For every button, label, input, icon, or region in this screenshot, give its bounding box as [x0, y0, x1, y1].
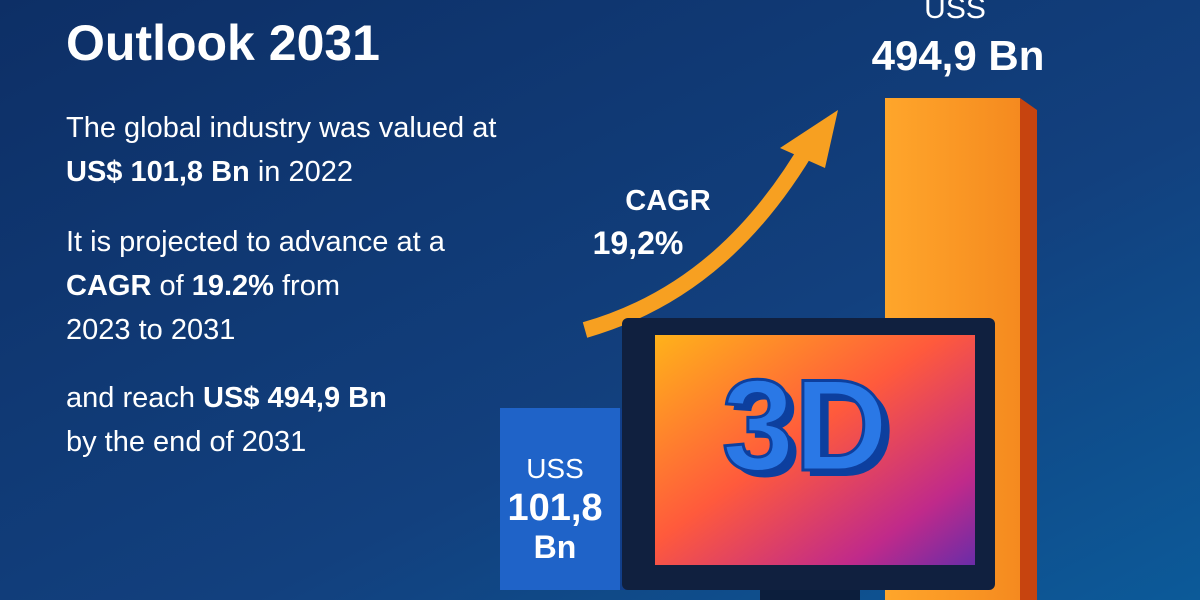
text: and reach [66, 382, 204, 414]
end-bar-side [1020, 98, 1037, 600]
monitor-screen [655, 335, 975, 565]
text-line: The global industry was valued at [66, 112, 496, 145]
start-bar [500, 408, 620, 590]
text: The global industry was valued at [66, 112, 497, 144]
text: of [151, 270, 192, 302]
highlight: US$ 494,9 Bn [203, 382, 387, 414]
monitor-stand [760, 590, 860, 600]
text-line: and reach US$ 494,9 Bn [66, 382, 387, 415]
start-unit: Bn [534, 529, 577, 565]
end-amount: 494,9 Bn [872, 32, 1045, 79]
start-amount: 101,8 [507, 487, 602, 529]
end-currency: USS [924, 0, 986, 25]
screen-text: 3D [722, 352, 888, 498]
title: Outlook 2031 [66, 15, 380, 71]
screen-text-shadow: 3D [729, 358, 895, 504]
text: from [273, 270, 340, 302]
text-line: CAGR of 19.2% from [66, 270, 340, 303]
text: in 2022 [249, 156, 353, 188]
arrow-head [780, 110, 838, 168]
text: It is projected to advance at a [66, 226, 445, 258]
cagr-value: 19,2% [593, 225, 684, 261]
start-currency: USS [526, 453, 584, 484]
growth-arrow [582, 135, 819, 338]
highlight: 19.2% [191, 270, 274, 302]
text: by the end of 2031 [66, 426, 307, 458]
text: 2023 to 2031 [66, 314, 236, 346]
text-line: US$ 101,8 Bn in 2022 [66, 156, 353, 189]
text-line: It is projected to advance at a [66, 226, 445, 259]
text-line: by the end of 2031 [66, 426, 306, 459]
highlight: US$ 101,8 Bn [66, 156, 250, 188]
cagr-label: CAGR [625, 185, 710, 217]
text-line: 2023 to 2031 [66, 314, 235, 347]
highlight: CAGR [66, 270, 152, 302]
